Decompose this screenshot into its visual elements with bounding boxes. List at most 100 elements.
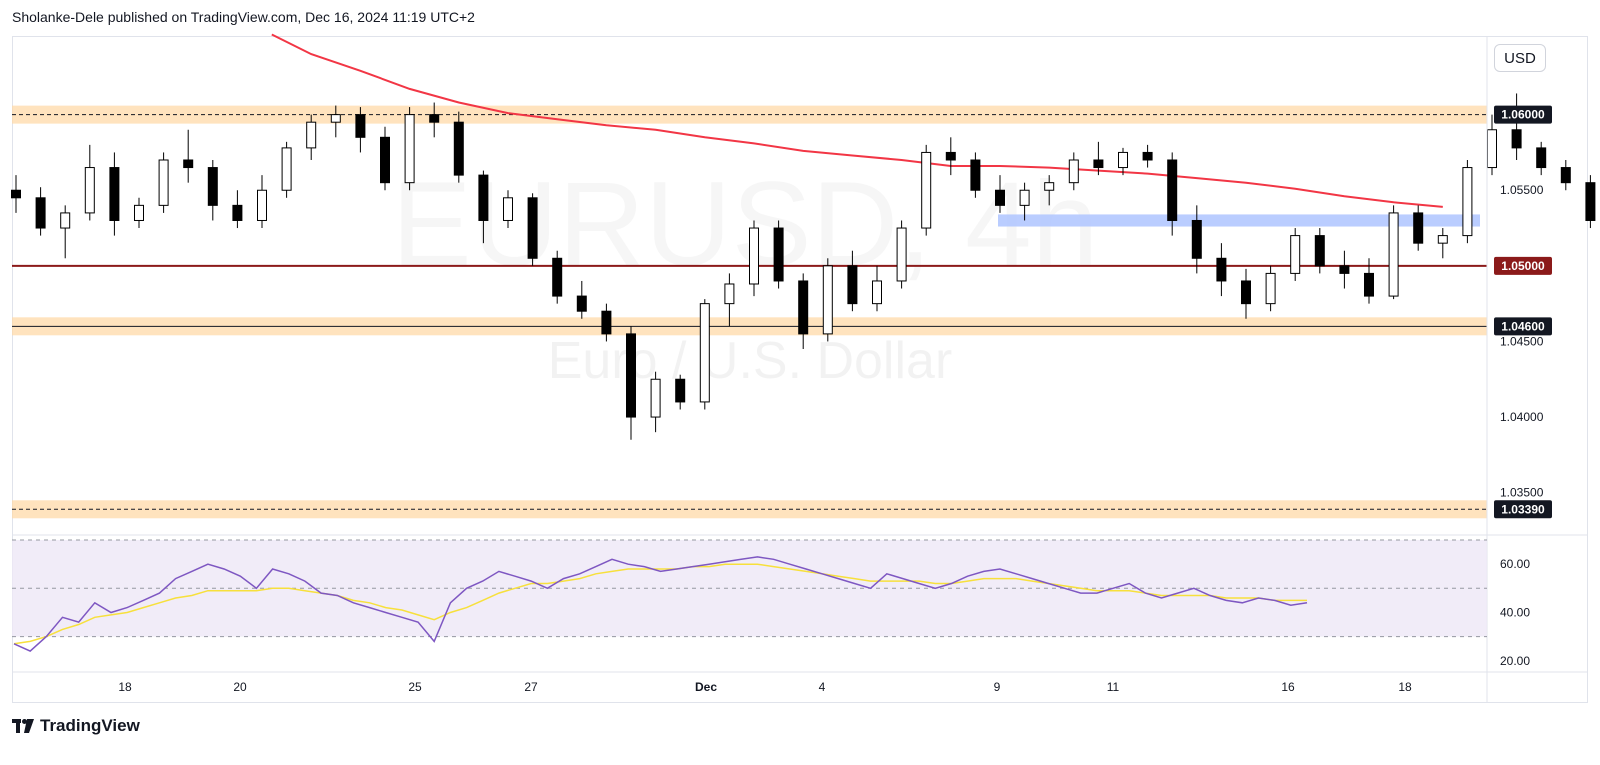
price-tick-label: 1.04500	[1500, 334, 1544, 348]
rsi-tick-label: 60.00	[1500, 557, 1530, 571]
candle-body-down	[1142, 151, 1153, 161]
watermark-symbol: EURUSD, 4h	[392, 157, 1099, 291]
candle[interactable]	[355, 107, 366, 153]
candle[interactable]	[1142, 144, 1153, 168]
candle[interactable]	[11, 175, 21, 213]
candle-body-down	[847, 265, 858, 305]
candle[interactable]	[724, 273, 735, 327]
candle[interactable]	[1290, 228, 1301, 281]
candle[interactable]	[773, 220, 784, 289]
candle-body-up	[1265, 272, 1276, 305]
candle[interactable]	[1511, 93, 1522, 160]
time-axis: 18 20 25 27 Dec 4 9 11 16 18	[118, 680, 1412, 694]
footer: TradingView	[12, 716, 140, 736]
candle[interactable]	[945, 137, 956, 176]
candle[interactable]	[1191, 205, 1202, 274]
candle[interactable]	[921, 144, 932, 236]
candle-body-down	[576, 295, 587, 312]
candle[interactable]	[1585, 175, 1596, 229]
candle[interactable]	[429, 102, 440, 138]
candle[interactable]	[84, 144, 95, 221]
price-level-tag	[1494, 105, 1552, 124]
candle[interactable]	[749, 220, 759, 297]
candle-body-down	[1413, 212, 1424, 244]
candle-body-up	[134, 204, 144, 221]
candle-body-down	[355, 114, 366, 138]
candle[interactable]	[404, 107, 415, 191]
candle-body-up	[872, 280, 882, 305]
candle[interactable]	[1339, 250, 1350, 289]
candle[interactable]	[576, 280, 587, 319]
candle[interactable]	[847, 250, 858, 312]
candle[interactable]	[1462, 159, 1473, 244]
candle[interactable]	[527, 193, 538, 266]
candle[interactable]	[699, 299, 710, 410]
time-tick-label: 11	[1107, 680, 1120, 694]
candle-body-up	[1462, 167, 1473, 237]
candles[interactable]	[11, 93, 1600, 440]
candle[interactable]	[183, 129, 194, 183]
candle-body-up	[699, 303, 710, 403]
candle[interactable]	[158, 152, 169, 213]
candle[interactable]	[1167, 152, 1178, 236]
candle[interactable]	[1118, 147, 1128, 176]
candle-body-up	[921, 151, 932, 229]
candle[interactable]	[478, 170, 489, 244]
price-level-tag-label: 1.05000	[1501, 259, 1545, 273]
candle[interactable]	[257, 175, 267, 229]
candle-body-down	[1585, 182, 1596, 221]
candle[interactable]	[380, 126, 390, 191]
candle-body-down	[232, 204, 243, 221]
candle[interactable]	[1044, 175, 1055, 206]
candle[interactable]	[1536, 141, 1547, 176]
candle[interactable]	[798, 273, 809, 350]
candle[interactable]	[1265, 265, 1276, 312]
candle[interactable]	[650, 371, 661, 433]
candle[interactable]	[1364, 258, 1374, 304]
candle-body-up	[724, 283, 735, 305]
candle[interactable]	[896, 220, 907, 289]
candle[interactable]	[330, 105, 341, 138]
candle-body-up	[1388, 212, 1399, 297]
candle[interactable]	[232, 190, 243, 229]
candle[interactable]	[995, 175, 1005, 213]
candle[interactable]	[306, 114, 317, 160]
candle[interactable]	[626, 326, 636, 440]
candle-body-down	[429, 114, 440, 123]
candle[interactable]	[675, 374, 686, 410]
candle-body-down	[1339, 265, 1350, 274]
currency-button[interactable]: USD	[1494, 44, 1546, 72]
candle[interactable]	[970, 152, 981, 198]
candle[interactable]	[60, 205, 71, 259]
candle[interactable]	[1560, 159, 1571, 191]
candle[interactable]	[552, 250, 563, 304]
candle[interactable]	[1241, 268, 1251, 319]
rsi-ma-line	[13, 563, 1307, 645]
candle[interactable]	[35, 187, 46, 236]
rsi-tick-label: 40.00	[1500, 605, 1530, 619]
candle[interactable]	[503, 190, 513, 229]
candle[interactable]	[1487, 114, 1497, 176]
candle[interactable]	[822, 258, 833, 342]
candle[interactable]	[1019, 182, 1030, 221]
candle-body-up	[1290, 235, 1301, 274]
candle[interactable]	[1314, 228, 1325, 274]
candle[interactable]	[134, 197, 144, 229]
candle[interactable]	[1437, 228, 1448, 259]
candle[interactable]	[1413, 205, 1424, 251]
candle[interactable]	[1093, 141, 1104, 176]
candle-body-down	[601, 310, 612, 335]
candle[interactable]	[453, 111, 464, 183]
candle[interactable]	[207, 159, 218, 221]
candle[interactable]	[281, 141, 292, 198]
candle[interactable]	[872, 265, 882, 312]
price-axis: 1.05500 1.04500 1.04000 1.03500 1.06000 1.050…	[1494, 105, 1552, 519]
candle[interactable]	[109, 152, 120, 236]
candle[interactable]	[1216, 243, 1227, 297]
moving-average-line	[271, 33, 1443, 208]
candle-body-up	[1044, 182, 1055, 191]
candle[interactable]	[1068, 152, 1079, 191]
candle[interactable]	[601, 303, 612, 342]
candle[interactable]	[1388, 205, 1399, 300]
